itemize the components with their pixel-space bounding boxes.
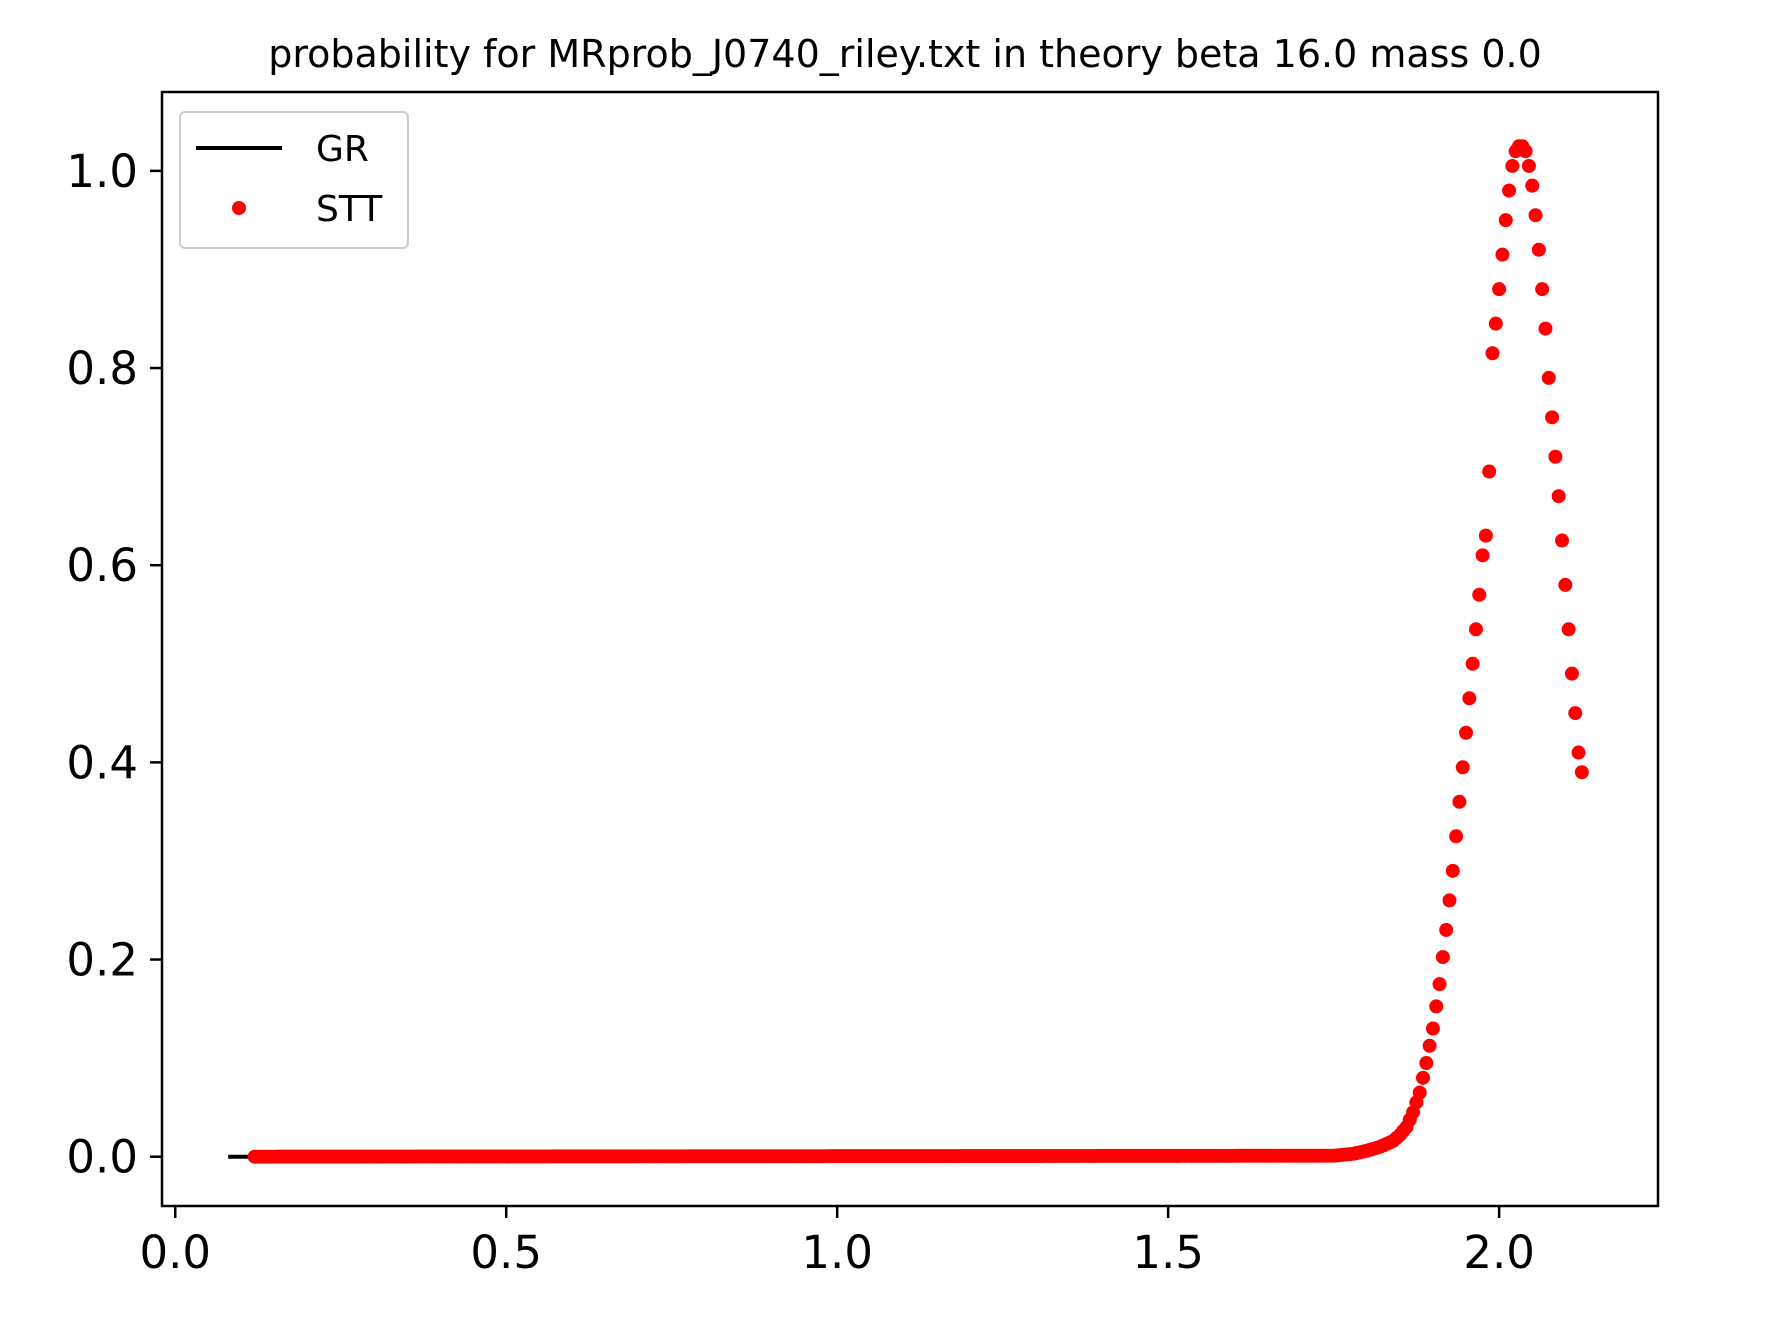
y-tick-label: 0.6 (66, 539, 138, 592)
stt-point (1442, 893, 1457, 908)
stt-point (1455, 760, 1470, 775)
stt-point (1449, 829, 1464, 844)
x-axis: 0.0 0.5 1.0 1.5 2.0 (139, 1206, 1535, 1279)
stt-point (1482, 464, 1497, 479)
stt-point (1551, 489, 1566, 504)
stt-point (1472, 587, 1487, 602)
x-tick-label: 0.5 (470, 1226, 542, 1279)
stt-point (1416, 1070, 1431, 1085)
stt-point (1525, 178, 1540, 193)
stt-point (1419, 1056, 1434, 1071)
y-tick-label: 1.0 (66, 145, 138, 198)
stt-point (1555, 533, 1570, 548)
stt-point (1478, 528, 1493, 543)
x-tick-label: 0.0 (139, 1226, 211, 1279)
stt-point (1485, 346, 1500, 361)
stt-point (1535, 282, 1550, 297)
stt-point (1498, 213, 1513, 228)
stt-point (1528, 208, 1543, 223)
stt-point (1518, 144, 1533, 159)
chart-title: probability for MRprob_J0740_riley.txt i… (268, 32, 1542, 76)
stt-point (1475, 548, 1490, 563)
stt-point (1432, 977, 1447, 992)
y-tick-label: 0.2 (66, 934, 138, 987)
stt-point (1468, 622, 1483, 637)
y-tick-label: 0.0 (66, 1131, 138, 1184)
stt-point (1538, 321, 1553, 336)
stt-point (1425, 1021, 1440, 1036)
y-axis: 0.0 0.2 0.4 0.6 0.8 1.0 (66, 145, 162, 1184)
stt-point (1574, 765, 1589, 780)
stt-point (1548, 449, 1563, 464)
stt-point (1568, 706, 1583, 721)
stt-point (1465, 656, 1480, 671)
legend-swatch-dot (232, 201, 246, 215)
legend: GR STT (179, 111, 409, 249)
stt-point (1452, 794, 1467, 809)
stt-point (1439, 922, 1454, 937)
stt-point (1505, 158, 1520, 173)
stt-point (1462, 691, 1477, 706)
stt-point (1429, 999, 1444, 1014)
y-tick-label: 0.8 (66, 342, 138, 395)
stt-point (1435, 950, 1450, 965)
stt-point (1531, 242, 1546, 257)
stt-point (1459, 725, 1474, 740)
y-tick-label: 0.4 (66, 736, 138, 789)
series-layer (228, 139, 1589, 1164)
stt-point (1412, 1085, 1427, 1100)
stt-point (1445, 863, 1460, 878)
x-tick-label: 1.5 (1132, 1226, 1204, 1279)
plot-area (160, 90, 1660, 1208)
stt-point (1521, 158, 1536, 173)
stt-point (1488, 316, 1503, 331)
legend-label: STT (316, 189, 383, 230)
legend-label: GR (316, 129, 369, 170)
x-tick-label: 2.0 (1463, 1226, 1535, 1279)
stt-point (1558, 577, 1573, 592)
stt-point (1422, 1038, 1437, 1053)
stt-point (1564, 666, 1579, 681)
stt-point (1541, 370, 1556, 385)
stt-point (1571, 745, 1586, 760)
stt-point (1502, 183, 1517, 198)
stt-point (1561, 622, 1576, 637)
stt-point (1495, 247, 1510, 262)
stt-point (1492, 282, 1507, 297)
stt-point (1545, 410, 1560, 425)
x-tick-label: 1.0 (801, 1226, 873, 1279)
